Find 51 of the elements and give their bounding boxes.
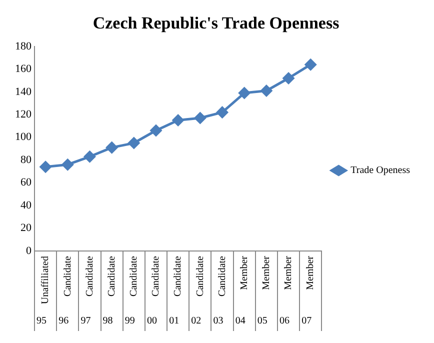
point (194, 112, 206, 124)
text: Member (305, 255, 316, 290)
y-tick-label: 40 (20, 199, 32, 212)
y-tick-label: 140 (15, 86, 32, 98)
text: Candidate (194, 255, 206, 297)
y-tick-label: 180 (15, 40, 32, 52)
y-tick-label: 80 (20, 154, 32, 166)
point (40, 161, 52, 173)
y-tick-label: 60 (20, 176, 32, 189)
x-tick-label: 05 (257, 316, 268, 327)
chart-title: Czech Republic's Trade Openness (92, 14, 340, 33)
point (238, 87, 250, 99)
x-tick-label: 07 (302, 316, 312, 327)
point (172, 114, 184, 126)
x-tick-label: 96 (58, 316, 69, 327)
text: Candidate (62, 255, 74, 297)
text: Member (261, 255, 272, 290)
text: Candidate (172, 255, 184, 297)
point (106, 142, 118, 154)
text: Candidate (128, 255, 140, 297)
x-tick-label: 99 (124, 316, 135, 327)
text: Member (283, 255, 294, 290)
y-tick-label: 160 (15, 63, 32, 76)
y-tick-label: 0 (26, 244, 32, 257)
point (260, 84, 272, 96)
x-tick-label: 98 (102, 316, 113, 327)
x-tick-label: 03 (213, 316, 224, 327)
text: Unaffiliated (40, 256, 52, 304)
point (62, 158, 74, 170)
point (128, 137, 140, 149)
x-tick-label: 04 (235, 316, 246, 327)
point (84, 150, 96, 162)
text: Candidate (106, 255, 118, 297)
x-tick-label: 01 (169, 316, 180, 327)
point (216, 106, 228, 118)
point (150, 124, 162, 136)
point (304, 58, 316, 70)
x-tick-label: 95 (36, 316, 47, 327)
x-tick-label: 97 (80, 316, 91, 327)
point (282, 72, 294, 84)
x-tick-label: 00 (146, 316, 157, 327)
text: Candidate (150, 255, 162, 297)
text: Candidate (84, 255, 96, 297)
x-tick-label: 02 (191, 316, 202, 327)
x-tick-label: 06 (280, 316, 290, 327)
y-tick-label: 20 (20, 222, 32, 234)
y-tick-label: 100 (15, 131, 32, 144)
legend-label: Trade Openess (350, 165, 410, 176)
text: Member (238, 255, 250, 290)
y-tick-label: 120 (15, 108, 32, 120)
text: Candidate (216, 255, 228, 297)
